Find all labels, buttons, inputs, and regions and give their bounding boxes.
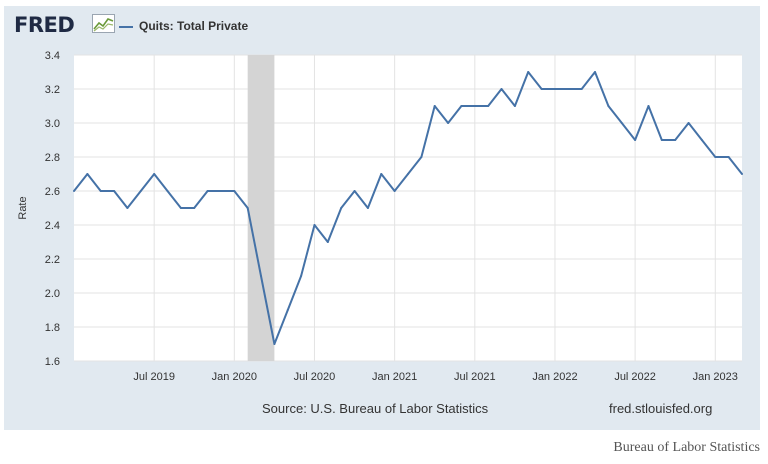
data-point xyxy=(580,88,583,90)
data-point xyxy=(487,105,490,107)
data-point xyxy=(73,190,75,192)
data-point xyxy=(460,105,463,107)
data-point xyxy=(206,190,209,192)
data-point xyxy=(500,88,503,90)
y-tick-label: 2.0 xyxy=(45,288,60,300)
fred-url[interactable]: fred.stlouisfed.org xyxy=(609,401,713,416)
x-tick-label: Jul 2019 xyxy=(133,371,175,383)
y-tick-label: 3.2 xyxy=(45,84,60,96)
data-point xyxy=(246,207,249,209)
x-tick-label: Jan 2023 xyxy=(693,371,738,383)
data-point xyxy=(540,88,543,90)
data-point xyxy=(634,139,637,141)
data-point xyxy=(366,207,369,209)
data-point xyxy=(660,139,663,141)
data-point xyxy=(273,343,276,345)
data-point xyxy=(741,173,743,175)
data-point xyxy=(313,224,316,226)
x-tick-label: Jan 2022 xyxy=(532,371,577,383)
data-point xyxy=(674,139,677,141)
data-point xyxy=(620,122,623,124)
data-point xyxy=(687,122,690,124)
recession-band xyxy=(247,55,275,361)
y-tick-label: 3.4 xyxy=(45,50,60,62)
legend-label: Quits: Total Private xyxy=(139,19,249,33)
y-tick-label: 1.8 xyxy=(45,322,60,334)
data-point xyxy=(700,139,703,141)
data-point xyxy=(113,190,116,192)
data-point xyxy=(420,156,423,158)
data-point xyxy=(380,173,383,175)
y-tick-label: 3.0 xyxy=(45,118,60,130)
data-point xyxy=(553,88,556,90)
data-point xyxy=(153,173,156,175)
source-note: Source: U.S. Bureau of Labor Statistics xyxy=(262,401,489,416)
y-axis-label: Rate xyxy=(17,196,29,219)
data-point xyxy=(473,105,476,107)
fred-logo[interactable]: FRED xyxy=(14,13,75,37)
x-tick-label: Jan 2020 xyxy=(212,371,257,383)
x-tick-label: Jul 2022 xyxy=(614,371,656,383)
x-tick-label: Jul 2020 xyxy=(294,371,336,383)
data-point xyxy=(326,241,329,243)
data-point xyxy=(447,122,450,124)
data-point xyxy=(219,190,222,192)
y-tick-label: 2.6 xyxy=(45,186,60,198)
y-tick-label: 1.6 xyxy=(45,356,60,368)
data-point xyxy=(166,190,169,192)
data-point xyxy=(86,173,89,175)
data-point xyxy=(179,207,182,209)
y-tick-label: 2.4 xyxy=(45,220,60,232)
data-point xyxy=(99,190,102,192)
data-point xyxy=(126,207,129,209)
data-point xyxy=(300,275,303,277)
data-point xyxy=(433,105,436,107)
data-point xyxy=(260,275,263,277)
y-tick-label: 2.2 xyxy=(45,254,60,266)
data-point xyxy=(233,190,236,192)
legend-swatch xyxy=(119,26,133,28)
data-point xyxy=(567,88,570,90)
data-point xyxy=(527,71,530,73)
x-tick-label: Jan 2021 xyxy=(372,371,417,383)
data-point xyxy=(139,190,142,192)
data-point xyxy=(353,190,356,192)
image-caption: Bureau of Labor Statistics xyxy=(613,440,760,455)
data-point xyxy=(340,207,343,209)
data-point xyxy=(407,173,409,175)
y-tick-label: 2.8 xyxy=(45,152,60,164)
data-point xyxy=(607,105,610,107)
data-point xyxy=(193,207,196,209)
data-point xyxy=(727,156,730,158)
data-point xyxy=(513,105,516,107)
plot-area xyxy=(74,55,742,361)
data-point xyxy=(714,156,717,158)
x-tick-label: Jul 2021 xyxy=(454,371,496,383)
data-point xyxy=(647,105,650,107)
data-point xyxy=(286,309,289,311)
data-point xyxy=(594,71,597,73)
data-point xyxy=(393,190,396,192)
fred-chart-icon xyxy=(92,14,115,33)
